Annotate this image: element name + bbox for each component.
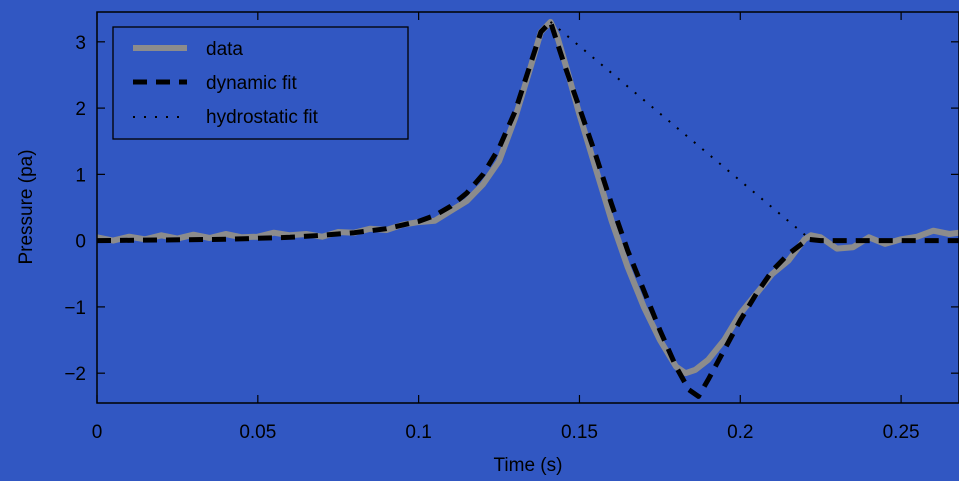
series-line-dynamic-fit [96,19,959,399]
y-tick-label: 3 [75,33,86,54]
legend-label-hydrostatic-fit: hydrostatic fit [206,107,319,128]
y-axis-label: Pressure (pa) [16,149,37,264]
series-line-hydrostatic-fit [549,21,809,239]
tick-labels: 0 0.05 0.1 0.15 0.2 0.25 −2 −1 0 1 2 3 [64,33,919,443]
x-tick-label: 0.1 [405,422,431,443]
plot-area-frame [96,11,959,404]
x-tick-label: 0.15 [561,422,598,443]
legend-label-dynamic-fit: dynamic fit [206,73,298,94]
axis-ticks [96,12,959,403]
y-tick-label: 1 [75,165,86,186]
legend: data dynamic fit hydrostatic fit [112,26,409,140]
x-tick-label: 0.2 [727,422,753,443]
y-tick-label: 2 [75,99,86,120]
y-tick-label: −2 [64,364,86,385]
series-lines [96,18,959,399]
x-tick-label: 0.05 [239,422,276,443]
legend-label-data: data [206,39,243,60]
x-axis-label: Time (s) [494,455,563,476]
y-tick-label: −1 [64,298,86,319]
x-tick-label: 0 [92,422,103,443]
y-tick-label: 0 [75,232,86,253]
x-tick-label: 0.25 [883,422,920,443]
